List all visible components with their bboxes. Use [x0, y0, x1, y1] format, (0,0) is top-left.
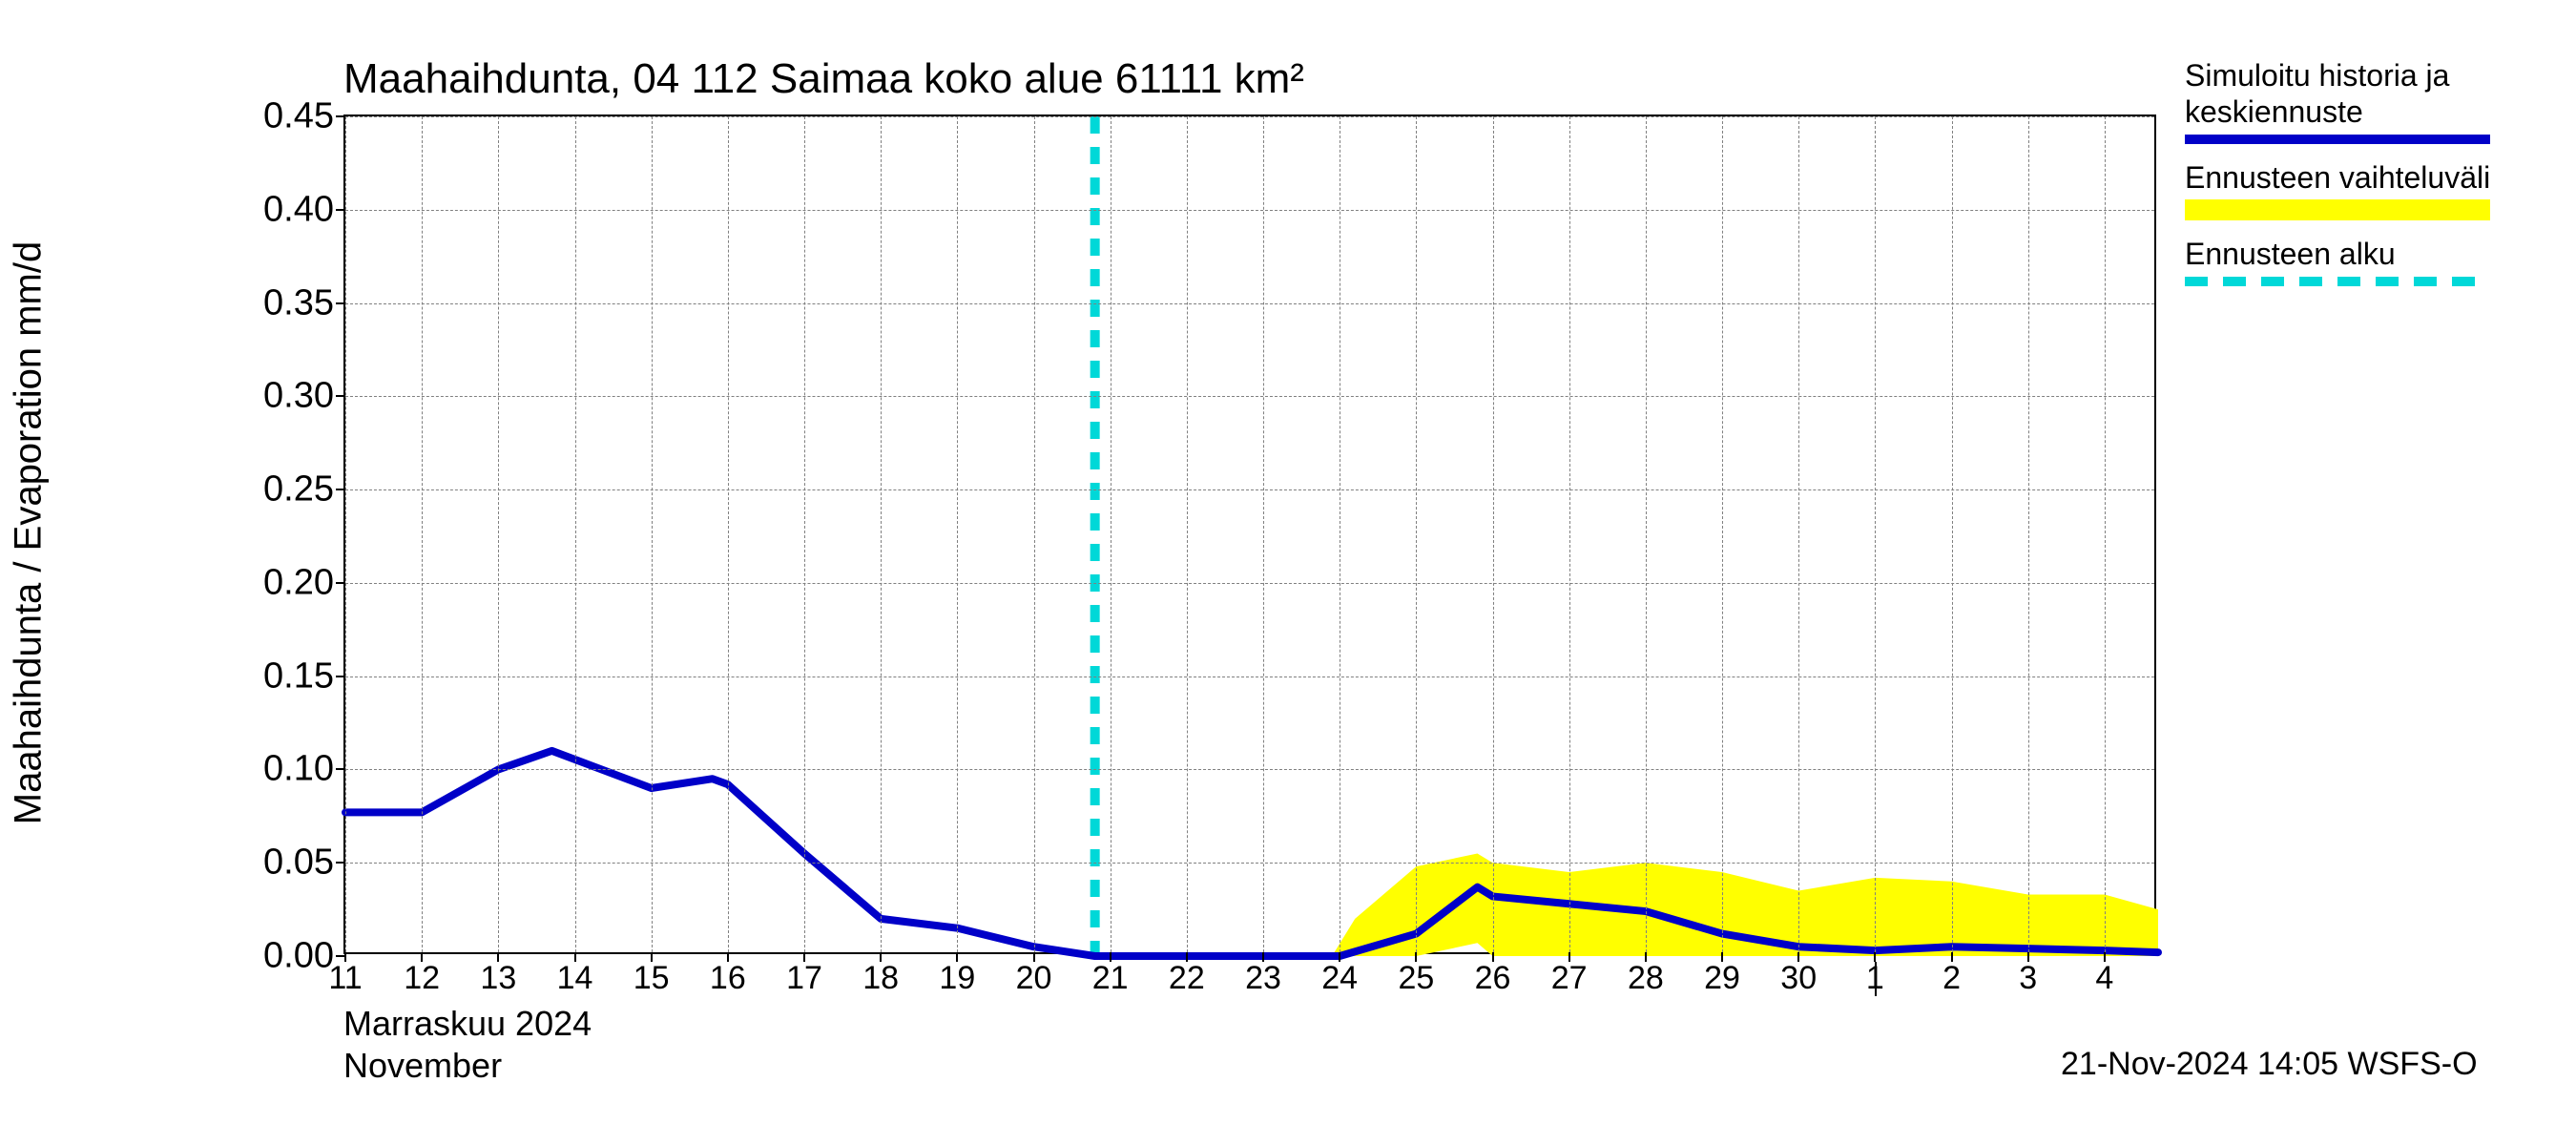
ytick-label: 0.45: [263, 96, 334, 137]
legend-swatch: [2185, 199, 2490, 220]
xtick-label: 14: [557, 960, 593, 997]
legend-item: Ennusteen alku: [2185, 236, 2490, 285]
gridline-v: [728, 116, 729, 952]
plot-svg: [345, 116, 2158, 956]
xtick-label: 21: [1092, 960, 1129, 997]
gridline-v: [957, 116, 958, 952]
gridline-h: [345, 116, 2154, 117]
legend-label: keskiennuste: [2185, 94, 2490, 130]
gridline-h: [345, 489, 2154, 490]
plot-area: 0.000.050.100.150.200.250.300.350.400.45…: [343, 114, 2156, 954]
gridline-h: [345, 396, 2154, 397]
gridline-h: [345, 863, 2154, 864]
xtick-label: 25: [1398, 960, 1434, 997]
xtick-label: 16: [710, 960, 746, 997]
gridline-v: [1875, 116, 1876, 952]
month-label-fi: Marraskuu 2024: [343, 1004, 592, 1044]
xtick-label: 27: [1551, 960, 1588, 997]
gridline-v: [1798, 116, 1799, 952]
ytick-label: 0.40: [263, 189, 334, 230]
ytick-mark: [336, 768, 345, 770]
ytick-mark: [336, 862, 345, 864]
gridline-h: [345, 210, 2154, 211]
xtick-label: 3: [2019, 960, 2037, 997]
gridline-v: [1263, 116, 1264, 952]
xtick-label: 24: [1321, 960, 1358, 997]
xtick-label: 2: [1942, 960, 1961, 997]
legend-label: Ennusteen alku: [2185, 236, 2490, 272]
gridline-h: [345, 583, 2154, 584]
gridline-v: [1952, 116, 1953, 952]
legend: Simuloitu historia jakeskiennuste Ennuste…: [2185, 57, 2490, 302]
ytick-label: 0.15: [263, 656, 334, 697]
gridline-v: [498, 116, 499, 952]
y-axis-label: Maahaihdunta / Evaporation mm/d: [8, 152, 51, 915]
ytick-mark: [336, 489, 345, 490]
xtick-label: 28: [1628, 960, 1664, 997]
gridline-v: [1187, 116, 1188, 952]
xtick-label: 22: [1169, 960, 1205, 997]
xtick-label: 19: [939, 960, 975, 997]
ytick-label: 0.30: [263, 376, 334, 417]
ytick-mark: [336, 302, 345, 304]
gridline-v: [2028, 116, 2029, 952]
gridline-v: [1034, 116, 1035, 952]
xtick-label: 20: [1016, 960, 1052, 997]
xtick-label: 26: [1475, 960, 1511, 997]
gridline-v: [804, 116, 805, 952]
legend-swatch: [2185, 135, 2490, 144]
gridline-v: [1569, 116, 1570, 952]
gridline-v: [1646, 116, 1647, 952]
ytick-label: 0.05: [263, 843, 334, 884]
legend-swatch: [2185, 277, 2490, 286]
ytick-mark: [336, 395, 345, 397]
gridline-v: [881, 116, 882, 952]
xtick-label: 18: [862, 960, 899, 997]
month-label-en: November: [343, 1046, 502, 1086]
gridline-v: [1493, 116, 1494, 952]
ytick-mark: [336, 676, 345, 677]
chart-container: Maahaihdunta, 04 112 Saimaa koko alue 61…: [0, 0, 2576, 1145]
chart-title: Maahaihdunta, 04 112 Saimaa koko alue 61…: [343, 55, 1304, 103]
xtick-label: 13: [480, 960, 516, 997]
xtick-label: 12: [404, 960, 440, 997]
gridline-v: [1722, 116, 1723, 952]
gridline-v: [652, 116, 653, 952]
ytick-mark: [336, 209, 345, 211]
legend-label: Simuloitu historia ja: [2185, 57, 2490, 94]
gridline-v: [575, 116, 576, 952]
xtick-label: 11: [328, 960, 362, 997]
gridline-v: [2105, 116, 2106, 952]
legend-item: Ennusteen vaihteluväli: [2185, 159, 2490, 220]
timestamp-label: 21-Nov-2024 14:05 WSFS-O: [2061, 1046, 2519, 1083]
gridline-h: [345, 303, 2154, 304]
xtick-label: 15: [634, 960, 670, 997]
xtick-label: 23: [1245, 960, 1281, 997]
xtick-label: 29: [1704, 960, 1740, 997]
ytick-label: 0.10: [263, 749, 334, 790]
legend-item: Simuloitu historia jakeskiennuste: [2185, 57, 2490, 144]
ytick-label: 0.25: [263, 469, 334, 510]
xtick-label: 30: [1780, 960, 1817, 997]
ytick-label: 0.20: [263, 562, 334, 603]
ytick-label: 0.35: [263, 282, 334, 323]
xtick-label: 4: [2095, 960, 2113, 997]
gridline-h: [345, 769, 2154, 770]
legend-label: Ennusteen vaihteluväli: [2185, 159, 2490, 196]
gridline-v: [345, 116, 346, 952]
ytick-mark: [336, 115, 345, 117]
gridline-v: [422, 116, 423, 952]
month-divider: [1875, 962, 1877, 996]
xtick-label: 17: [786, 960, 822, 997]
ytick-label: 0.00: [263, 936, 334, 977]
ytick-mark: [336, 582, 345, 584]
gridline-v: [1416, 116, 1417, 952]
